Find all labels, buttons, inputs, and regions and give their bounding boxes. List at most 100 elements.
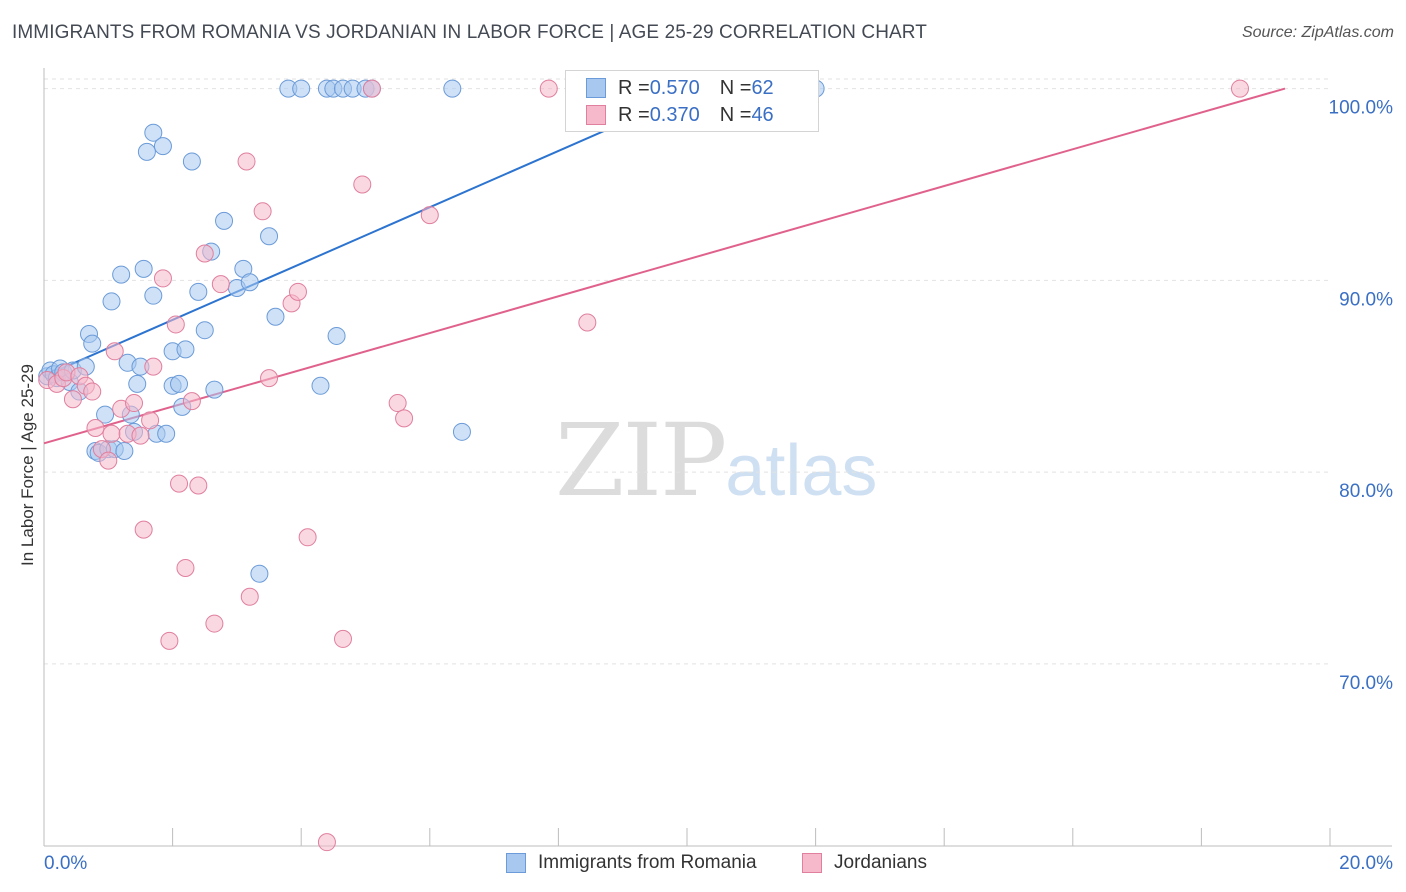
- jordanians-point: [253, 202, 272, 221]
- data-points: [38, 79, 1249, 852]
- jordanians-point: [1230, 79, 1249, 98]
- stats-swatch-romania: [586, 78, 606, 98]
- legend-item-jordanians[interactable]: Jordanians: [802, 852, 927, 874]
- jordanians-point: [317, 833, 336, 852]
- trend-line: [43, 87, 1286, 445]
- r-value: 0.570: [649, 76, 700, 99]
- jordanians-point: [298, 528, 317, 547]
- jordanians-point: [539, 79, 558, 98]
- romania-point: [153, 137, 172, 156]
- jordanians-point: [260, 369, 279, 388]
- jordanians-point: [166, 315, 185, 334]
- r-label: R =: [618, 103, 650, 126]
- romania-point: [311, 376, 330, 395]
- romania-point: [327, 326, 346, 345]
- jordanians-point: [160, 631, 179, 650]
- jordanians-point: [288, 282, 307, 301]
- chart-title: IMMIGRANTS FROM ROMANIA VS JORDANIAN IN …: [12, 22, 927, 43]
- n-label: N =: [719, 76, 752, 99]
- romania-point: [189, 282, 208, 301]
- watermark: ZIPatlas: [555, 402, 877, 519]
- romania-point: [205, 380, 224, 399]
- romania-point: [83, 334, 102, 353]
- jordanians-point: [105, 342, 124, 361]
- romania-point: [182, 152, 201, 171]
- jordanians-point: [176, 558, 195, 577]
- romania-point: [137, 142, 156, 161]
- romania-point: [112, 265, 131, 284]
- jordanians-point: [102, 424, 121, 443]
- grid-lines: [44, 78, 1330, 665]
- stats-box: R = 0.570 N = 62 R = 0.370 N = 46: [565, 70, 819, 132]
- x-tick-label: 0.0%: [44, 853, 87, 874]
- source-label: Source: ZipAtlas.com: [1241, 24, 1394, 41]
- jordanians-point: [134, 520, 153, 539]
- romania-point: [240, 273, 259, 292]
- romania-point: [115, 441, 134, 460]
- jordanians-point: [420, 206, 439, 225]
- jordanians-point: [189, 476, 208, 495]
- legend-swatch-jordanians: [802, 853, 822, 873]
- jordanians-point: [333, 629, 352, 648]
- trend-lines: [43, 87, 1286, 445]
- tick-labels: 70.0% 80.0% 90.0% 100.0% 0.0% 20.0%: [44, 98, 1393, 874]
- jordanians-point: [99, 451, 118, 470]
- jordanians-point: [353, 175, 372, 194]
- romania-point: [452, 422, 471, 441]
- legend-swatch-romania: [506, 853, 526, 873]
- romania-point: [266, 307, 285, 326]
- legend-label-jordanians: Jordanians: [834, 852, 927, 873]
- stats-row-romania: R = 0.570 N = 62: [586, 75, 774, 101]
- jordanians-point: [395, 409, 414, 428]
- jordanians-point: [362, 79, 381, 98]
- jordanians-point: [125, 394, 144, 413]
- romania-point: [176, 340, 195, 359]
- jordanians-point: [182, 392, 201, 411]
- romania-point: [170, 374, 189, 393]
- jordanians-point: [388, 394, 407, 413]
- romania-point: [157, 424, 176, 443]
- n-value: 46: [751, 103, 774, 126]
- jordanians-point: [195, 244, 214, 263]
- x-tick-label: 20.0%: [1339, 853, 1393, 874]
- jordanians-point: [237, 152, 256, 171]
- romania-point: [260, 227, 279, 246]
- romania-point: [96, 405, 115, 424]
- n-label: N =: [719, 103, 752, 126]
- jordanians-point: [170, 474, 189, 493]
- trend-line: [43, 103, 667, 378]
- r-label: R =: [618, 76, 650, 99]
- romania-point: [134, 259, 153, 278]
- jordanians-point: [144, 357, 163, 376]
- watermark-atlas: atlas: [725, 431, 878, 511]
- romania-point: [144, 123, 163, 142]
- romania-point: [292, 79, 311, 98]
- jordanians-point: [211, 275, 230, 294]
- y-axis-label: In Labor Force | Age 25-29: [18, 364, 37, 566]
- stats-swatch-jordanians: [586, 105, 606, 125]
- jordanians-point: [578, 313, 597, 332]
- jordanians-point: [63, 390, 82, 409]
- r-value: 0.370: [649, 103, 700, 126]
- stats-row-jordanians: R = 0.370 N = 46: [586, 102, 774, 128]
- jordanians-point: [86, 418, 105, 437]
- n-value: 62: [751, 76, 774, 99]
- y-tick-label: 90.0%: [1339, 289, 1393, 310]
- romania-point: [443, 79, 462, 98]
- y-tick-label: 100.0%: [1329, 98, 1394, 119]
- romania-point: [195, 321, 214, 340]
- legend-item-romania[interactable]: Immigrants from Romania: [506, 852, 757, 874]
- romania-point: [128, 374, 147, 393]
- legend-label-romania: Immigrants from Romania: [538, 852, 757, 873]
- romania-point: [102, 292, 121, 311]
- jordanians-point: [153, 269, 172, 288]
- jordanians-point: [83, 382, 102, 401]
- jordanians-point: [240, 587, 259, 606]
- watermark-zip: ZIP: [555, 402, 727, 519]
- romania-point: [144, 286, 163, 305]
- jordanians-point: [141, 411, 160, 430]
- jordanians-point: [131, 426, 150, 445]
- axes: [43, 68, 1392, 847]
- romania-point: [215, 211, 234, 230]
